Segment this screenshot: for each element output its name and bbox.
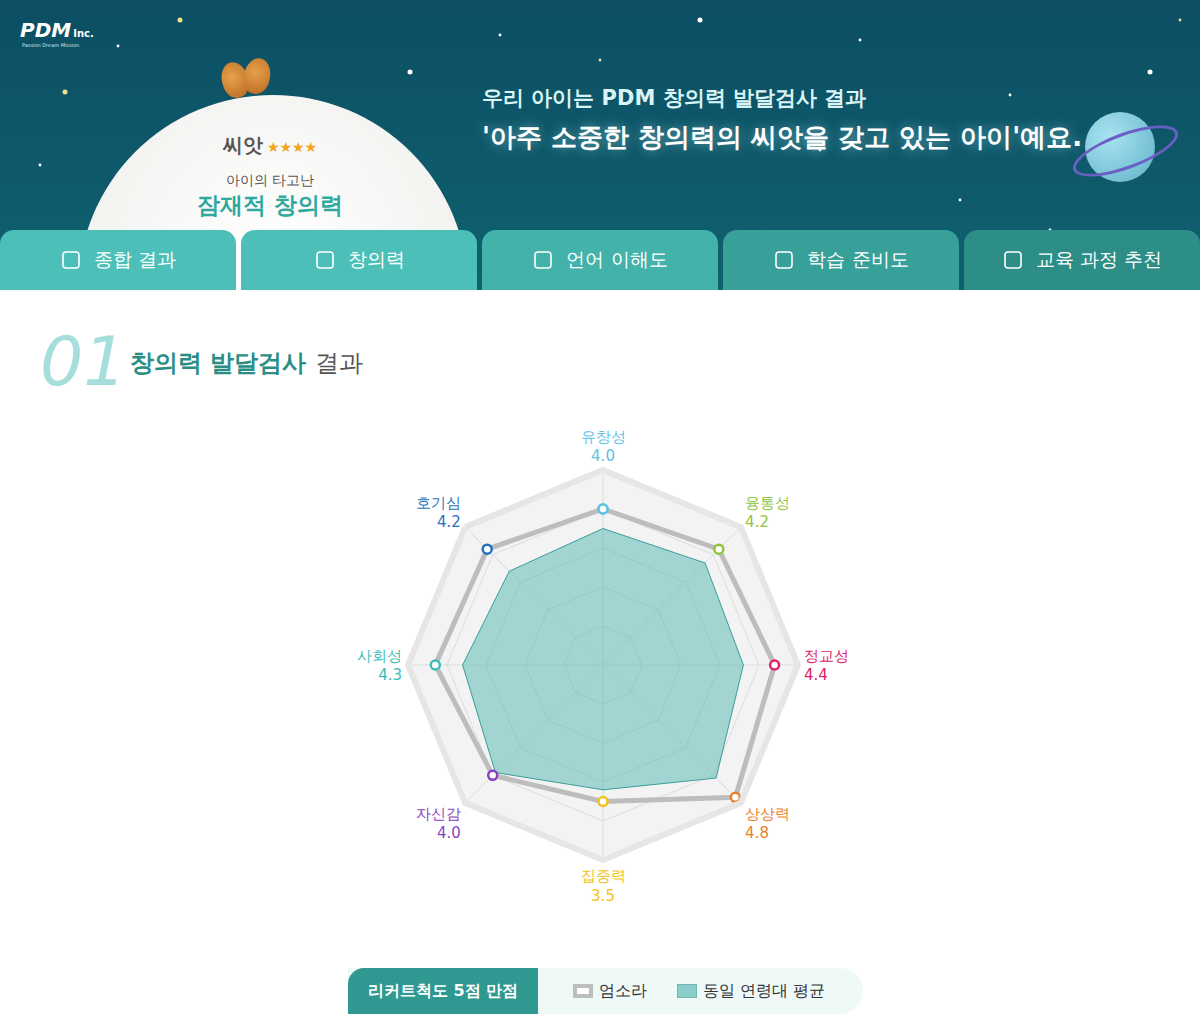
svg-text:상상력4.8: 상상력4.8 [745, 805, 790, 843]
html-text:'아주 소중한 창의력의 씨앗을 갖고 있는 아이'예요.: '아주 소중한 창의력의 씨앗을 갖고 있는 아이'예요. [482, 122, 1083, 152]
html-text:리커트척도 5점 만점: 리커트척도 5점 만점 [367, 980, 519, 1000]
html-text:씨앗★★★★: 씨앗★★★★ [222, 133, 318, 157]
html-text:동일 연령대 평균: 동일 연령대 평균 [703, 980, 826, 1000]
html-text:Inc.: Inc. [73, 28, 94, 39]
html-text:엄소라: 엄소라 [599, 980, 647, 1000]
html-text:잠재적 창의력: 잠재적 창의력 [197, 192, 343, 218]
svg-text:사회성4.3: 사회성4.3 [357, 647, 402, 685]
html-text:교육 과정 추천: 교육 과정 추천 [1036, 248, 1162, 270]
html-text:창의력: 창의력 [347, 248, 405, 270]
html-text:Passion Dream Mission: Passion Dream Mission [22, 42, 80, 48]
svg-text:자신감4.0: 자신감4.0 [416, 805, 461, 843]
html-text:우리 아이는 PDM 창의력 발달검사 결과: 우리 아이는 PDM 창의력 발달검사 결과 [482, 86, 867, 110]
html-text:01: 01 [40, 322, 127, 401]
svg-text:집중력3.5: 집중력3.5 [581, 867, 626, 905]
html-text:창의력 발달검사결과: 창의력 발달검사결과 [130, 349, 363, 377]
html-text:아이의 타고난: 아이의 타고난 [225, 172, 315, 188]
html-text:학습 준비도: 학습 준비도 [807, 248, 909, 270]
svg-text:정교성4.4: 정교성4.4 [804, 647, 849, 685]
html-text:언어 이해도: 언어 이해도 [566, 248, 668, 270]
html-text:PDM: PDM [20, 18, 72, 42]
svg-text:호기심4.2: 호기심4.2 [416, 494, 461, 532]
html-text:종합 결과: 종합 결과 [94, 248, 176, 270]
svg-text:융통성4.2: 융통성4.2 [745, 494, 790, 532]
svg-text:유창성4.0: 유창성4.0 [581, 428, 626, 466]
